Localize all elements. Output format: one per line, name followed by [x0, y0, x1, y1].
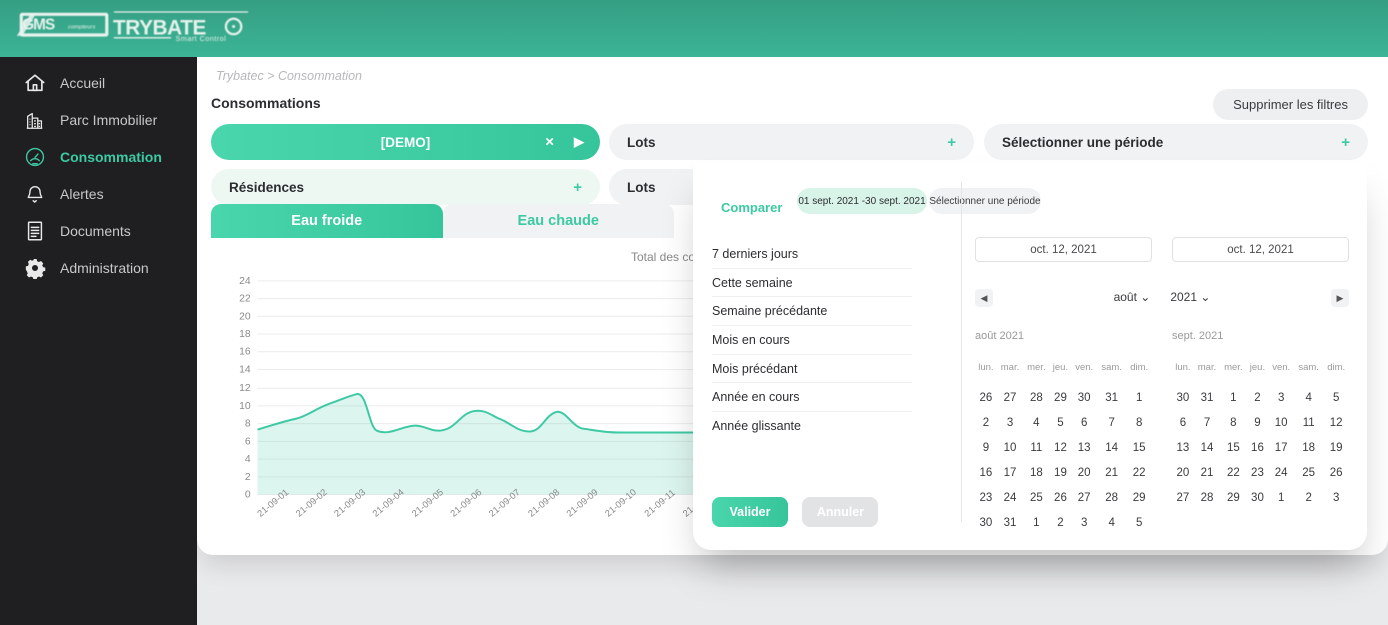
svg-text:10: 10: [239, 401, 251, 412]
svg-text:compteurs: compteurs: [68, 24, 95, 30]
svg-text:14: 14: [239, 364, 251, 375]
svg-text:12: 12: [239, 383, 251, 394]
svg-text:18: 18: [239, 329, 251, 340]
svg-text:16: 16: [239, 347, 251, 358]
svg-text:GMS: GMS: [22, 17, 55, 34]
svg-text:0: 0: [245, 490, 251, 501]
svg-text:24: 24: [239, 276, 251, 287]
svg-text:6: 6: [245, 436, 251, 447]
svg-text:Smart Control: Smart Control: [176, 34, 227, 43]
svg-text:22: 22: [239, 294, 251, 305]
svg-text:20: 20: [239, 311, 251, 322]
svg-text:2: 2: [245, 472, 251, 483]
svg-text:4: 4: [245, 454, 251, 465]
svg-text:8: 8: [245, 419, 251, 430]
